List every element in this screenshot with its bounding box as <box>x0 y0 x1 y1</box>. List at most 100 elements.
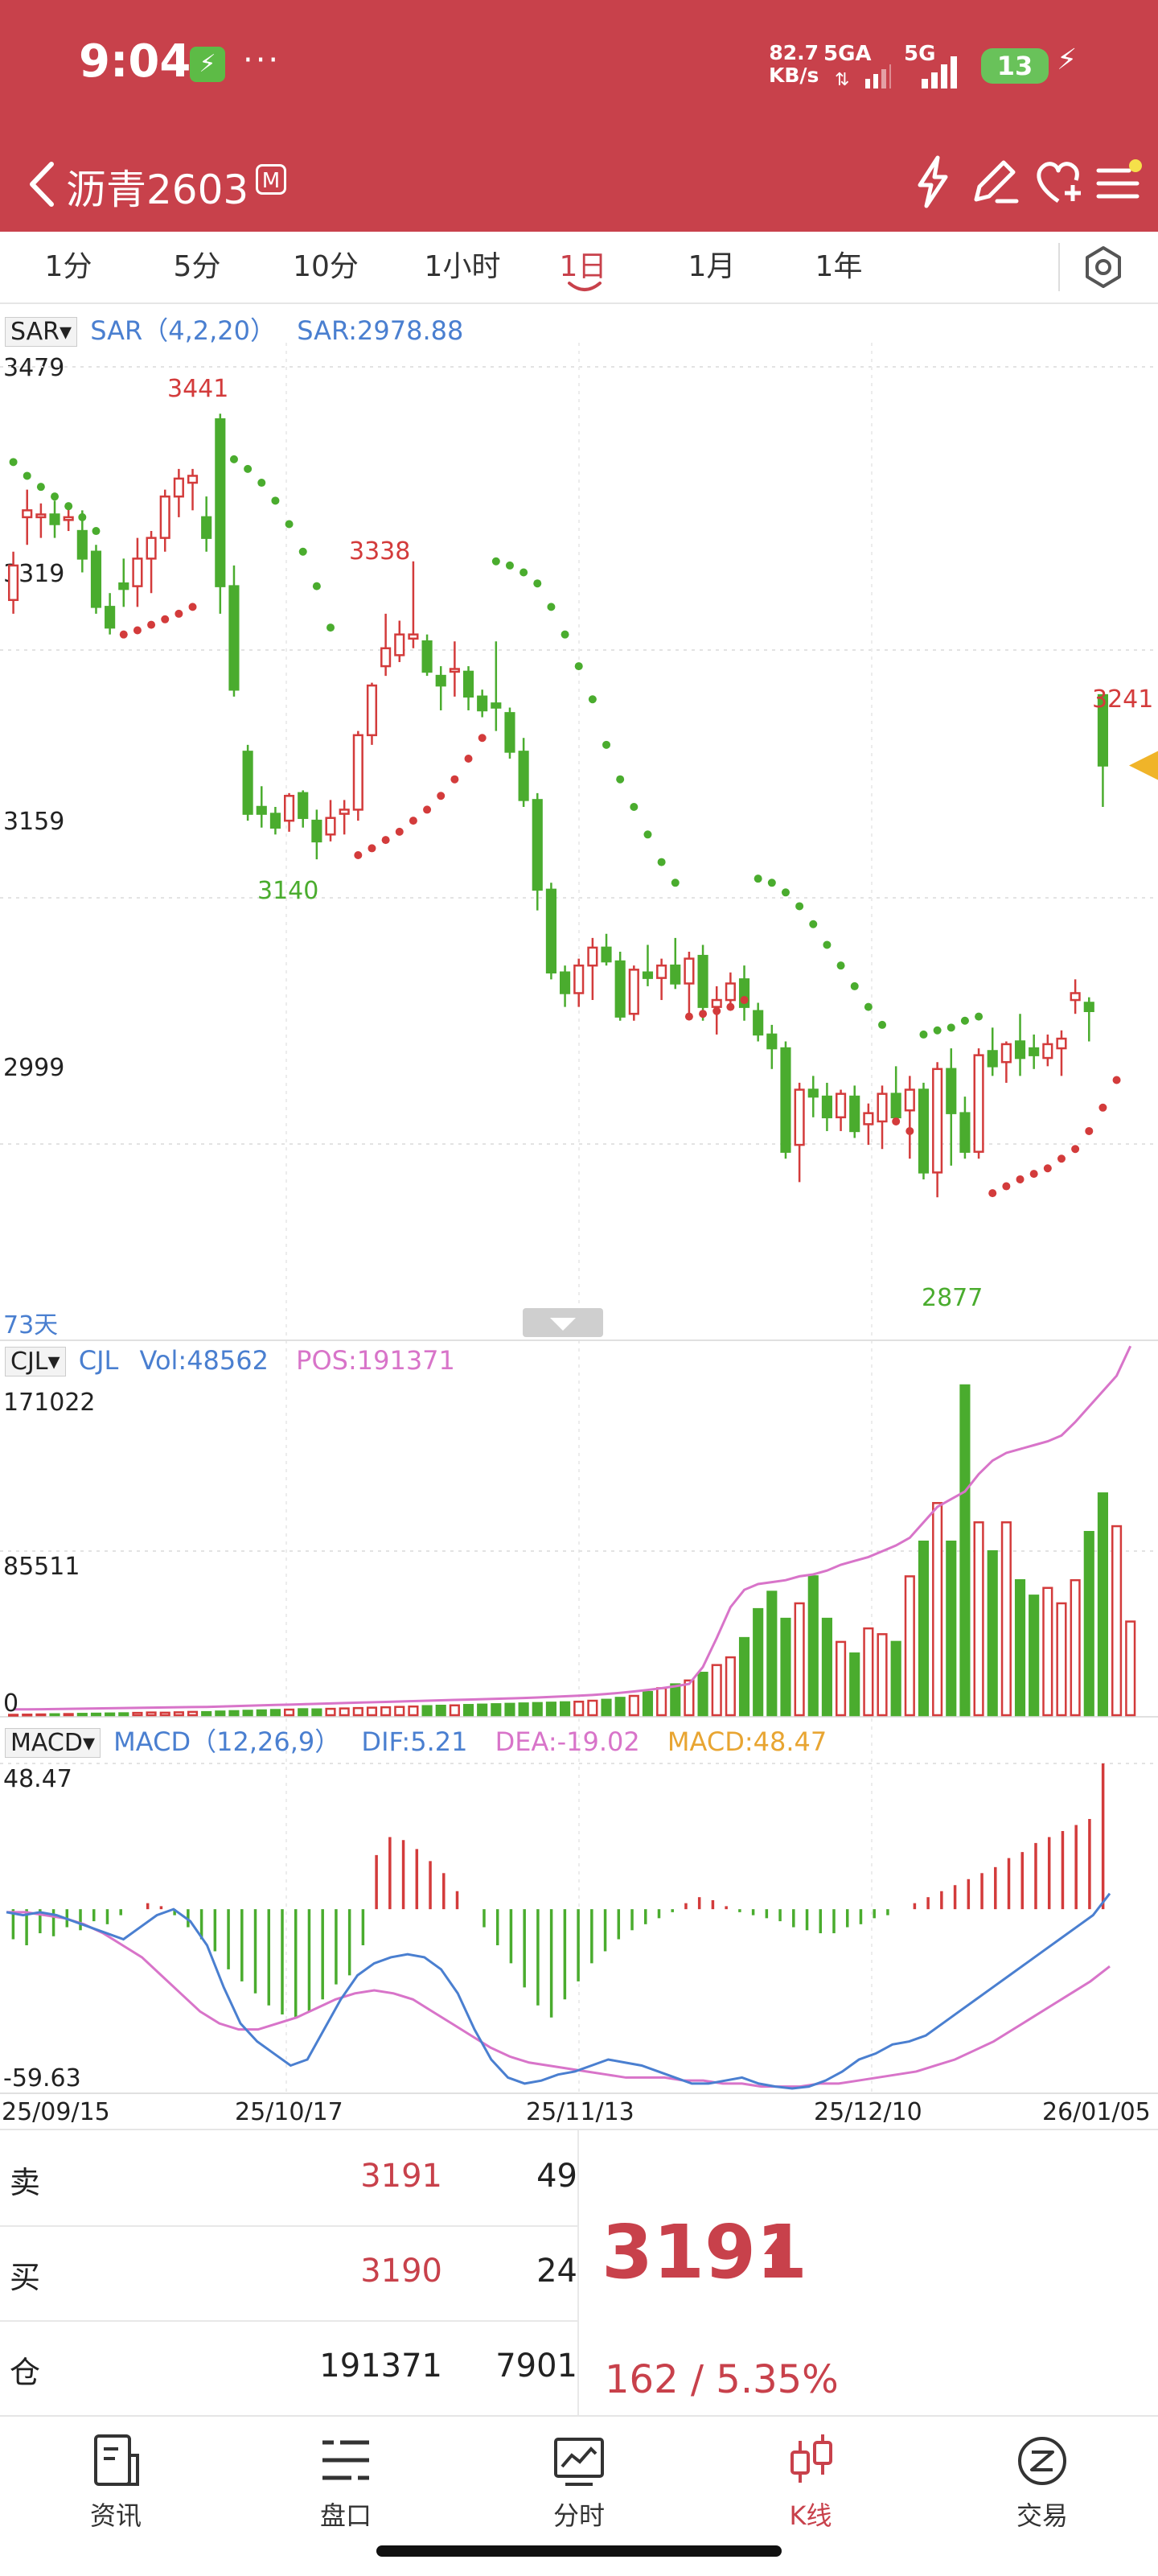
candle-body <box>1029 1047 1040 1056</box>
order-book: 卖 3191 49 买 3190 24 仓 191371 7901 3191 1… <box>0 2129 1158 2417</box>
sar-selector-label: SAR <box>10 318 60 346</box>
candle-body <box>325 817 336 836</box>
sar-dot <box>1002 1182 1011 1191</box>
sar-dot <box>519 568 528 577</box>
candle-body <box>298 792 309 819</box>
volume-bar <box>325 1707 336 1717</box>
sar-dot <box>423 805 432 814</box>
arrow-up-icon <box>764 2238 790 2272</box>
cjl-params: CJL <box>78 1345 119 1376</box>
ask-row[interactable]: 卖 3191 49 <box>0 2130 577 2227</box>
ask-label: 卖 <box>10 2165 41 2200</box>
volume-bar <box>477 1703 488 1717</box>
candle-body <box>159 495 170 539</box>
candle-body <box>1056 1037 1067 1050</box>
candle-body <box>132 558 143 587</box>
cjl-indicator-selector[interactable]: CJL▾ <box>5 1347 66 1376</box>
tab-1hour[interactable]: 1小时 <box>424 250 501 283</box>
sar-dot <box>892 1117 901 1125</box>
sar-dot <box>36 483 45 492</box>
volume-bar <box>215 1710 226 1717</box>
dif-line <box>6 1892 1111 2090</box>
macd-dea: DEA:-19.02 <box>495 1726 640 1757</box>
volume-bar <box>339 1707 350 1717</box>
volume-bar <box>63 1713 74 1717</box>
settings-icon[interactable] <box>1078 241 1129 293</box>
nav-news[interactable]: 资讯 <box>35 2431 196 2533</box>
sar-dot <box>684 1012 693 1021</box>
candle-body <box>1014 1040 1026 1060</box>
macd-legend: MACD▾ MACD（12,26,9） DIF:5.21 DEA:-19.02 … <box>5 1722 827 1759</box>
candle-body <box>725 982 736 1002</box>
volume-bar <box>311 1708 322 1717</box>
volume-bar <box>22 1714 33 1717</box>
menu-icon[interactable] <box>1090 150 1148 214</box>
candle-body <box>932 1068 943 1174</box>
volume-bar <box>821 1617 832 1717</box>
candle-body <box>711 998 722 1008</box>
tab-1min[interactable]: 1分 <box>44 250 92 283</box>
volume-bar <box>1029 1595 1040 1717</box>
orderbook-icon <box>322 2440 369 2480</box>
bid-row[interactable]: 买 3190 24 <box>0 2225 577 2322</box>
edit-icon[interactable] <box>965 150 1023 214</box>
candle-body <box>491 702 502 709</box>
candle-body <box>753 1010 764 1036</box>
sar-dot <box>1029 1170 1038 1179</box>
sar-dot <box>533 579 542 588</box>
collapse-handle-icon[interactable] <box>523 1308 603 1337</box>
nav-trade[interactable]: 交易 <box>962 2431 1123 2533</box>
open-interest-label: 仓 <box>10 2355 41 2390</box>
tab-1year[interactable]: 1年 <box>815 250 863 283</box>
volume-bar <box>504 1702 515 1717</box>
tab-10min[interactable]: 10分 <box>293 250 359 283</box>
candlestick-icon <box>790 2434 832 2483</box>
volume-bar <box>684 1679 695 1717</box>
tab-1month[interactable]: 1月 <box>688 250 736 283</box>
candle-body <box>1083 1002 1094 1013</box>
sar-dot <box>505 561 514 570</box>
candle-body <box>462 670 474 698</box>
tab-1day[interactable]: 1日 <box>559 250 607 283</box>
nav-kline[interactable]: K线 <box>730 2431 891 2533</box>
last-price-marker <box>1129 751 1158 780</box>
order-book-divider <box>577 2130 579 2417</box>
candle-body <box>863 1112 874 1125</box>
candle-body <box>63 516 74 521</box>
period-days-label: 73天 <box>3 1311 59 1339</box>
candle-body <box>146 537 157 560</box>
sar-indicator-selector[interactable]: SAR▾ <box>5 317 78 347</box>
volume-bar <box>959 1384 971 1717</box>
home-indicator[interactable] <box>376 2545 782 2557</box>
volume-bar <box>918 1540 930 1717</box>
volume-bar <box>146 1711 157 1717</box>
candle-body <box>1042 1043 1053 1060</box>
sar-dot <box>64 502 73 511</box>
sar-dot <box>712 1006 721 1015</box>
sar-dot <box>368 844 376 853</box>
sar-dot <box>767 879 776 887</box>
nav-timeline[interactable]: 分时 <box>499 2431 659 2533</box>
candle-body <box>408 633 419 640</box>
heart-plus-icon[interactable] <box>1029 150 1087 214</box>
page-title[interactable]: 沥青2603 <box>66 167 249 213</box>
back-icon[interactable] <box>19 156 68 212</box>
sar-dot <box>229 455 238 463</box>
kline-chart-area[interactable]: SAR▾ SAR（4,2,20） SAR:2978.88 3479 3319 3… <box>0 302 1158 2129</box>
volume-bar <box>242 1710 253 1717</box>
macd-indicator-selector[interactable]: MACD▾ <box>5 1728 101 1758</box>
nav-orderbook[interactable]: 盘口 <box>265 2431 426 2533</box>
candle-body <box>449 668 460 673</box>
volume-bar <box>228 1710 240 1717</box>
tab-5min[interactable]: 5分 <box>173 250 221 283</box>
cjl-legend: CJL▾ CJL Vol:48562 POS:191371 <box>5 1345 455 1376</box>
sar-dot <box>919 1030 928 1039</box>
sar-dot <box>450 775 459 784</box>
candle-body <box>284 795 295 822</box>
candle-body <box>421 640 433 673</box>
status-bar: 9:04 ⚡ ··· 82.7 KB/s 5GA ⇅ 5G 13 ⚡ <box>0 0 1158 137</box>
open-interest-row: 仓 191371 7901 <box>0 2320 577 2415</box>
flash-icon[interactable] <box>904 150 962 214</box>
sar-dot <box>809 920 818 928</box>
candle-body <box>614 960 626 1018</box>
